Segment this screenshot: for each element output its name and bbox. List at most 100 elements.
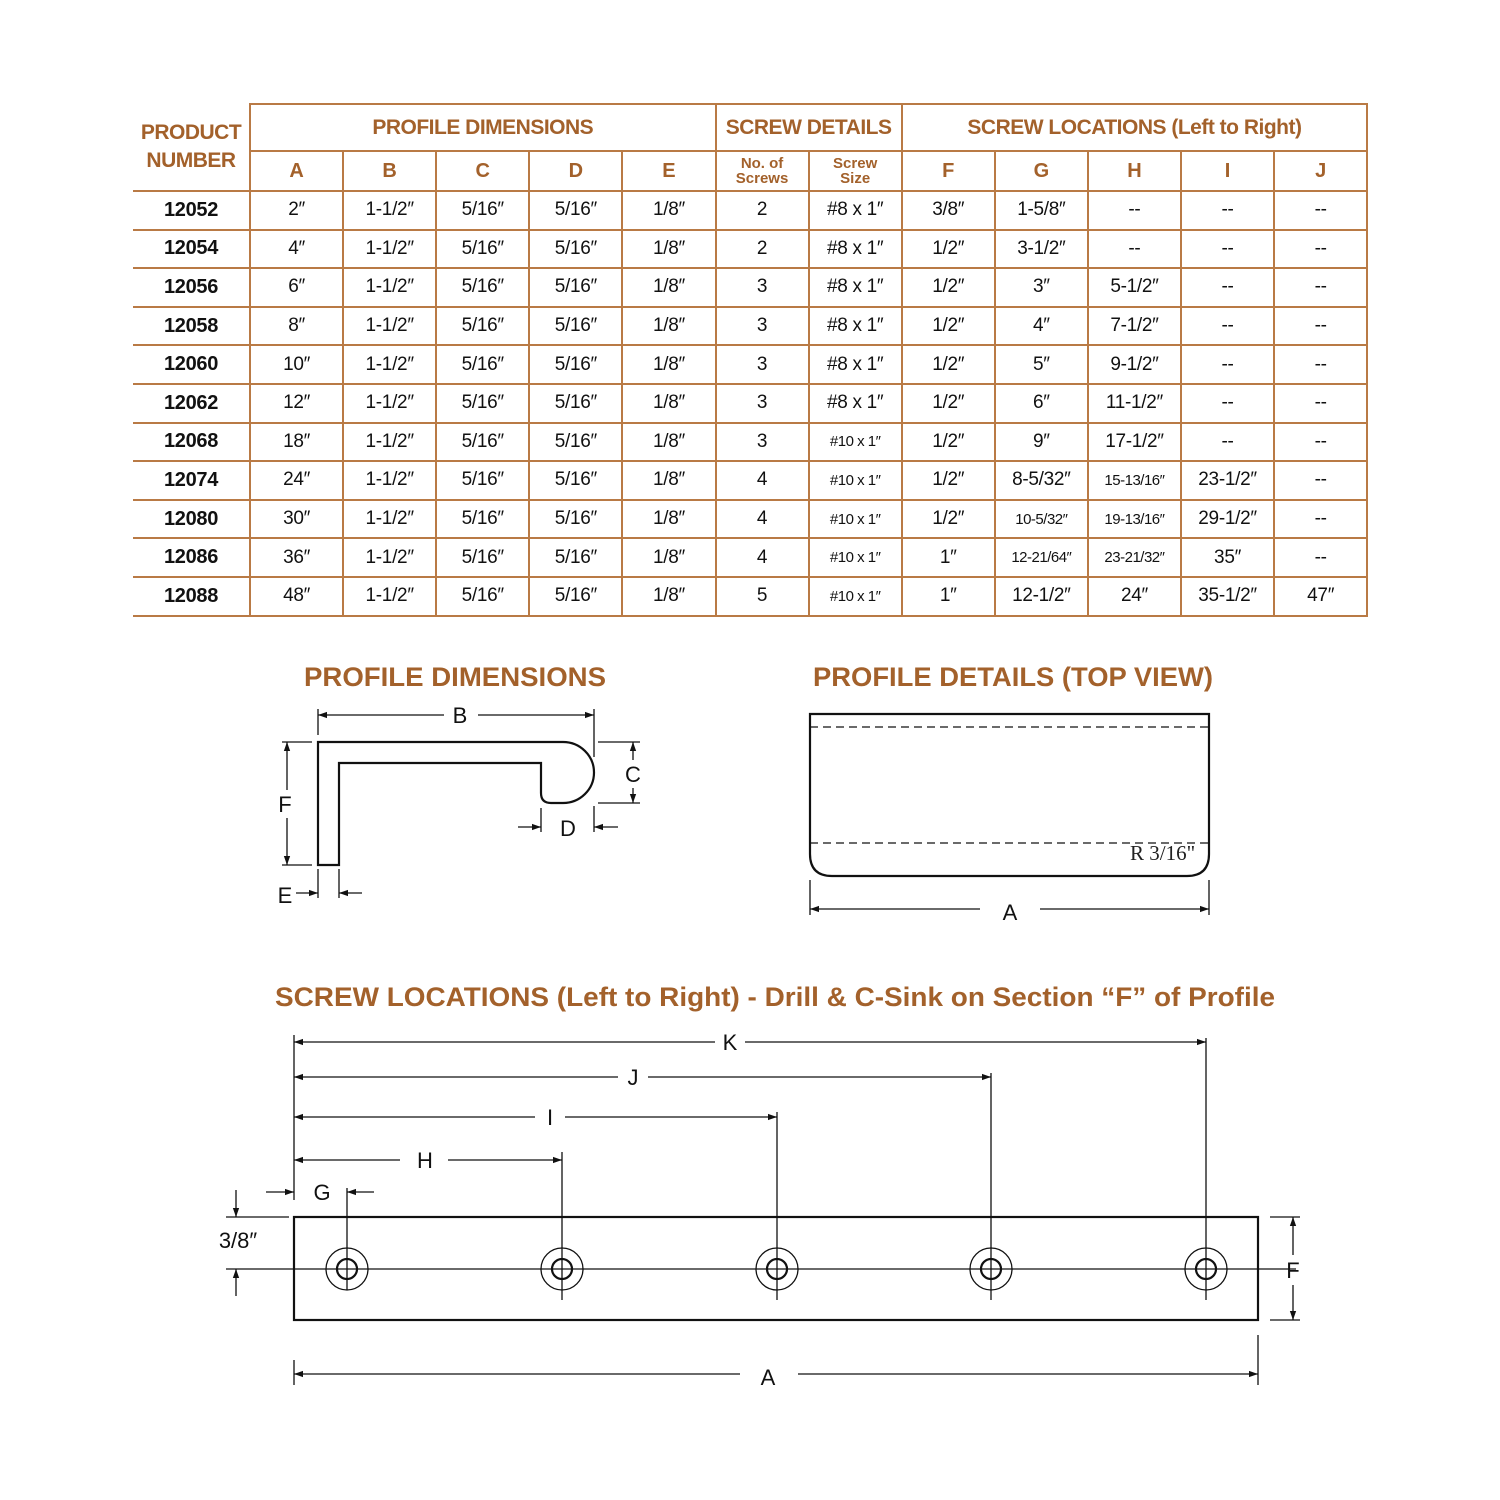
screw-details-header: SCREW DETAILS bbox=[714, 103, 903, 152]
table-cell: #8 x 1″ bbox=[807, 228, 903, 270]
table-cell: 1-1/2″ bbox=[342, 498, 438, 540]
table-cell: 5/16″ bbox=[528, 228, 624, 270]
header-line: Screws bbox=[735, 170, 789, 187]
table-cell: 35″ bbox=[1179, 537, 1276, 578]
table-cell: -- bbox=[1086, 190, 1182, 231]
product-number-cell: 12056 bbox=[133, 267, 251, 308]
table-cell: 10-5/32″ bbox=[993, 498, 1089, 540]
table-cell: -- bbox=[1179, 305, 1276, 347]
table-cell: 17-1/2″ bbox=[1086, 421, 1182, 463]
table-cell: 4″ bbox=[248, 228, 345, 270]
column-header-c: C bbox=[435, 150, 531, 192]
product-number-cell: 12074 bbox=[133, 460, 251, 501]
table-cell: 4″ bbox=[993, 305, 1089, 347]
table-cell: #10 x 1″ bbox=[807, 498, 903, 540]
dimension-b-label: B bbox=[453, 703, 468, 728]
table-cell: 36″ bbox=[248, 537, 345, 578]
table-cell: 1/8″ bbox=[621, 305, 717, 347]
table-cell: 1/8″ bbox=[621, 228, 717, 270]
column-header-j: J bbox=[1273, 150, 1369, 192]
table-cell: 24″ bbox=[1086, 575, 1182, 617]
table-cell: #10 x 1″ bbox=[807, 421, 903, 463]
table-cell: -- bbox=[1273, 460, 1369, 501]
table-cell: 1/2″ bbox=[900, 421, 996, 463]
table-cell: 1″ bbox=[900, 537, 996, 578]
table-cell: 5/16″ bbox=[435, 190, 531, 231]
table-cell: 1/2″ bbox=[900, 305, 996, 347]
table-cell: 5/16″ bbox=[528, 460, 624, 501]
table-cell: 23-1/2″ bbox=[1179, 460, 1276, 501]
table-cell: 1/8″ bbox=[621, 382, 717, 424]
table-cell: 18″ bbox=[248, 421, 345, 463]
table-cell: 5/16″ bbox=[435, 421, 531, 463]
table-cell: 1/8″ bbox=[621, 421, 717, 463]
table-cell: 15-13/16″ bbox=[1086, 460, 1182, 501]
table-cell: -- bbox=[1179, 228, 1276, 270]
table-cell: 5/16″ bbox=[435, 382, 531, 424]
table-cell: 1/2″ bbox=[900, 267, 996, 308]
product-number-cell: 12086 bbox=[133, 537, 251, 578]
table-cell: 5/16″ bbox=[528, 267, 624, 308]
table-cell: 6″ bbox=[993, 382, 1089, 424]
table-cell: 3 bbox=[714, 344, 810, 385]
table-row: 12068 18″ 1-1/2″ 5/16″ 5/16″ 1/8″ 3 #10 x 1″ 1/2… bbox=[133, 421, 1369, 463]
column-header-no-of-screws: No. of Screws bbox=[714, 150, 810, 192]
dimension-g-label: G bbox=[313, 1180, 330, 1205]
table-cell: -- bbox=[1086, 228, 1182, 270]
table-cell: 1/8″ bbox=[621, 498, 717, 540]
product-number-cell: 12088 bbox=[133, 575, 251, 617]
column-header-g: G bbox=[993, 150, 1089, 192]
profile-details-title: PROFILE DETAILS (TOP VIEW) bbox=[813, 662, 1213, 692]
table-cell: 9″ bbox=[993, 421, 1089, 463]
table-row: 12062 12″ 1-1/2″ 5/16″ 5/16″ 1/8″ 3 #8 x 1″ 1/2″… bbox=[133, 382, 1369, 424]
table-row: 12086 36″ 1-1/2″ 5/16″ 5/16″ 1/8″ 4 #10 x 1″ 1″ 1… bbox=[133, 537, 1369, 578]
table-cell: #8 x 1″ bbox=[807, 190, 903, 231]
offset-label: 3/8″ bbox=[219, 1228, 258, 1253]
table-cell: 1/2″ bbox=[900, 344, 996, 385]
column-header-b: B bbox=[342, 150, 438, 192]
table-row: 12080 30″ 1-1/2″ 5/16″ 5/16″ 1/8″ 4 #10 x 1″ 1/2… bbox=[133, 498, 1369, 540]
table-cell: -- bbox=[1273, 190, 1369, 231]
dimension-c-label: C bbox=[625, 762, 641, 787]
table-cell: 3 bbox=[714, 305, 810, 347]
table-cell: 5 bbox=[714, 575, 810, 617]
table-cell: 1/2″ bbox=[900, 382, 996, 424]
profile-dimensions-header: PROFILE DIMENSIONS bbox=[249, 103, 717, 152]
column-header-a: A bbox=[248, 150, 345, 192]
table-cell: -- bbox=[1179, 190, 1276, 231]
table-cell: -- bbox=[1273, 537, 1369, 578]
table-cell: 23-21/32″ bbox=[1086, 537, 1182, 578]
screw-locations-drawing: SCREW LOCATIONS (Left to Right) - Drill … bbox=[219, 982, 1300, 1390]
table-cell: 5/16″ bbox=[435, 460, 531, 501]
column-header-screw-size: Screw Size bbox=[807, 150, 903, 192]
table-cell: 7-1/2″ bbox=[1086, 305, 1182, 347]
table-cell: 19-13/16″ bbox=[1086, 498, 1182, 540]
header-line: Size bbox=[840, 170, 871, 187]
table-row: 12074 24″ 1-1/2″ 5/16″ 5/16″ 1/8″ 4 #10 x 1″ 1/2… bbox=[133, 460, 1369, 501]
column-header-e: E bbox=[621, 150, 717, 192]
table-cell: -- bbox=[1179, 421, 1276, 463]
dimension-f-label: F bbox=[1286, 1258, 1299, 1283]
table-cell: #8 x 1″ bbox=[807, 305, 903, 347]
column-header-row: A B C D E No. of Screws Screw Size F G H I J bbox=[133, 150, 1369, 192]
table-cell: 1-1/2″ bbox=[342, 575, 438, 617]
column-header-d: D bbox=[528, 150, 624, 192]
table-cell: 5/16″ bbox=[435, 267, 531, 308]
top-view-outline bbox=[808, 712, 1211, 878]
table-cell: -- bbox=[1273, 344, 1369, 385]
product-number-header: PRODUCT NUMBER bbox=[133, 104, 250, 191]
profile-details-drawing: PROFILE DETAILS (TOP VIEW) R 3/16" A bbox=[808, 662, 1213, 925]
table-cell: 4 bbox=[714, 537, 810, 578]
dimension-f-label: F bbox=[278, 792, 291, 817]
table-cell: 5/16″ bbox=[528, 190, 624, 231]
table-cell: 8″ bbox=[248, 305, 345, 347]
radius-label: R 3/16" bbox=[1130, 841, 1195, 865]
table-cell: -- bbox=[1273, 228, 1369, 270]
table-cell: 1/8″ bbox=[621, 460, 717, 501]
table-cell: 5/16″ bbox=[528, 344, 624, 385]
profile-dimensions-title: PROFILE DIMENSIONS bbox=[304, 662, 606, 692]
profile-dimensions-drawing: PROFILE DIMENSIONS B C D F E bbox=[278, 662, 641, 908]
table-cell: 12″ bbox=[248, 382, 345, 424]
table-cell: 5/16″ bbox=[435, 498, 531, 540]
